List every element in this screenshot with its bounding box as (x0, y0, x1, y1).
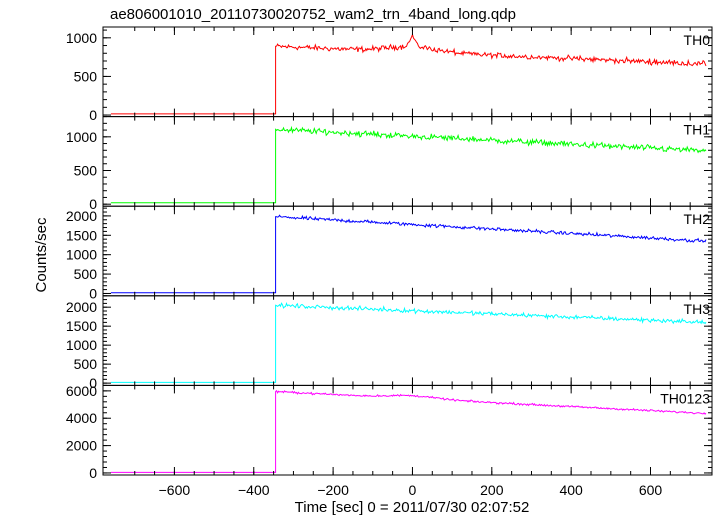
x-tick-label: 400 (559, 482, 583, 498)
panel-label-th0: TH0 (684, 32, 711, 48)
y-tick-label: 500 (74, 356, 98, 372)
y-tick-label: 6000 (66, 383, 97, 399)
x-axis-label: Time [sec] 0 = 2011/07/30 02:07:52 (295, 499, 530, 516)
x-tick-label: 600 (639, 482, 663, 498)
panel-frame-th0 (102, 26, 713, 118)
series-line-th0123 (110, 389, 707, 473)
y-tick-label: 0 (89, 465, 97, 481)
panel-label-th1: TH1 (684, 122, 711, 138)
chart-title: ae806001010_20110730020752_wam2_trn_4ban… (110, 6, 516, 23)
series-line-th3 (110, 301, 707, 383)
y-tick-label: 1000 (66, 129, 97, 145)
x-tick-label: 0 (409, 482, 417, 498)
y-axis-label: Counts/sec (33, 217, 50, 293)
panel-frame-th3 (102, 295, 713, 386)
y-tick-label: 500 (74, 266, 98, 282)
y-tick-label: 1000 (66, 247, 97, 263)
y-tick-label: 2000 (66, 208, 97, 224)
x-tick-label: −400 (238, 482, 270, 498)
x-tick-label: −200 (317, 482, 349, 498)
y-tick-label: 0 (89, 285, 97, 301)
series-line-th0 (110, 33, 707, 115)
x-tick-label: 200 (480, 482, 504, 498)
y-tick-label: 1500 (66, 227, 97, 243)
y-tick-label: 0 (89, 196, 97, 212)
panel-frame-th2 (102, 205, 713, 297)
panel-frame-th1 (102, 116, 713, 207)
y-tick-label: 2000 (66, 299, 97, 315)
panel-frame-th0123 (102, 384, 713, 476)
series-line-th1 (110, 125, 707, 204)
y-tick-label: 500 (74, 162, 98, 178)
y-tick-label: 1000 (66, 30, 97, 46)
panel-label-th2: TH2 (684, 211, 711, 227)
x-tick-label: −600 (159, 482, 191, 498)
y-tick-label: 1000 (66, 337, 97, 353)
y-tick-label: 1500 (66, 318, 97, 334)
y-tick-label: 2000 (66, 438, 97, 454)
series-line-th2 (110, 214, 707, 294)
y-tick-label: 0 (89, 107, 97, 123)
y-tick-label: 0 (89, 375, 97, 391)
panel-label-th0123: TH0123 (660, 390, 710, 406)
y-tick-label: 500 (74, 68, 98, 84)
panel-label-th3: TH3 (684, 301, 711, 317)
y-tick-label: 4000 (66, 410, 97, 426)
